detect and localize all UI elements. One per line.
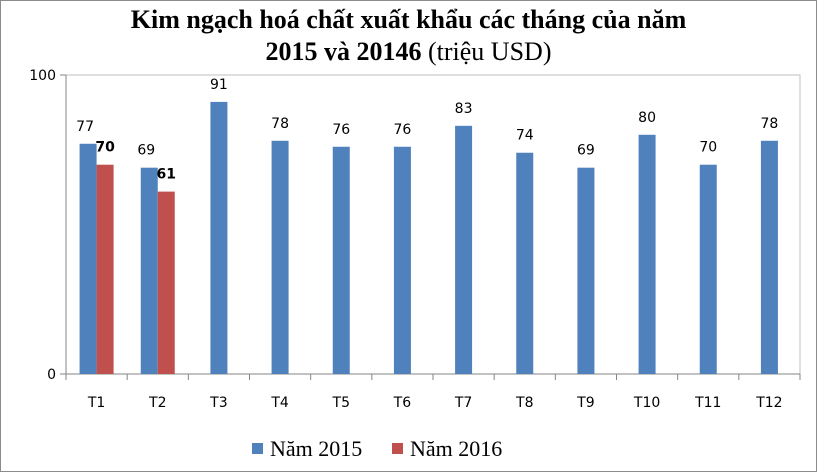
x-tick-label: T1: [87, 395, 105, 411]
plot-area: [65, 74, 801, 375]
x-tick-label: T11: [694, 395, 721, 411]
data-label-2015: 80: [638, 110, 656, 126]
data-label-2015: 78: [761, 116, 779, 132]
data-label-2015: 70: [699, 140, 717, 156]
x-tick-label: T7: [454, 395, 472, 411]
data-label-2015: 91: [210, 77, 228, 93]
chart-title: Kim ngạch hoá chất xuất khẩu các tháng c…: [0, 4, 817, 68]
bar-2016: [157, 191, 175, 374]
data-label-2016: 70: [95, 140, 115, 156]
x-tick-label: T9: [576, 395, 594, 411]
x-tick-label: T4: [270, 395, 289, 411]
chart-title-line1: Kim ngạch hoá chất xuất khẩu các tháng c…: [130, 5, 687, 34]
bar-2015: [79, 143, 97, 374]
bar-2015: [699, 164, 717, 374]
x-tick-label: T3: [209, 395, 227, 411]
x-tick-label: T2: [148, 395, 166, 411]
bar-2015: [332, 146, 350, 374]
bar-2015: [760, 140, 778, 374]
bar-2015: [210, 101, 228, 374]
data-label-2015: 69: [137, 143, 155, 159]
bar-2015: [393, 146, 411, 374]
bar-2015: [516, 152, 534, 374]
data-label-2016: 61: [157, 167, 176, 183]
data-label-2015: 69: [577, 143, 595, 159]
chart-title-years: 2015 và 20146: [265, 37, 422, 66]
x-tick-label: T12: [755, 395, 782, 411]
data-label-2015: 78: [271, 116, 289, 132]
legend-label: Năm 2015: [270, 436, 362, 461]
data-label-2015: 77: [76, 119, 94, 135]
bar-2015: [271, 140, 289, 374]
data-label-2015: 74: [516, 128, 534, 144]
bar-2015: [140, 167, 158, 374]
legend-label: Năm 2016: [410, 436, 502, 461]
data-label-2015: 83: [455, 101, 473, 117]
y-tick-label: 100: [29, 68, 56, 84]
x-tick-label: T5: [332, 395, 350, 411]
data-label-2015: 76: [394, 122, 412, 138]
bar-2016: [96, 164, 114, 374]
x-tick-label: T10: [633, 395, 660, 411]
bar-2015: [455, 125, 473, 374]
chart-title-unit: (triệu USD): [421, 37, 552, 66]
bar-2015: [638, 134, 656, 374]
x-tick-label: T6: [393, 395, 412, 411]
x-tick-label: T8: [515, 395, 533, 411]
bar-2015: [577, 167, 595, 374]
legend-swatch: [392, 443, 403, 454]
legend-swatch: [252, 443, 263, 454]
chart-title-line2: 2015 và 20146 (triệu USD): [0, 36, 817, 68]
data-label-2015: 76: [332, 122, 350, 138]
y-tick-label: 0: [47, 367, 56, 383]
